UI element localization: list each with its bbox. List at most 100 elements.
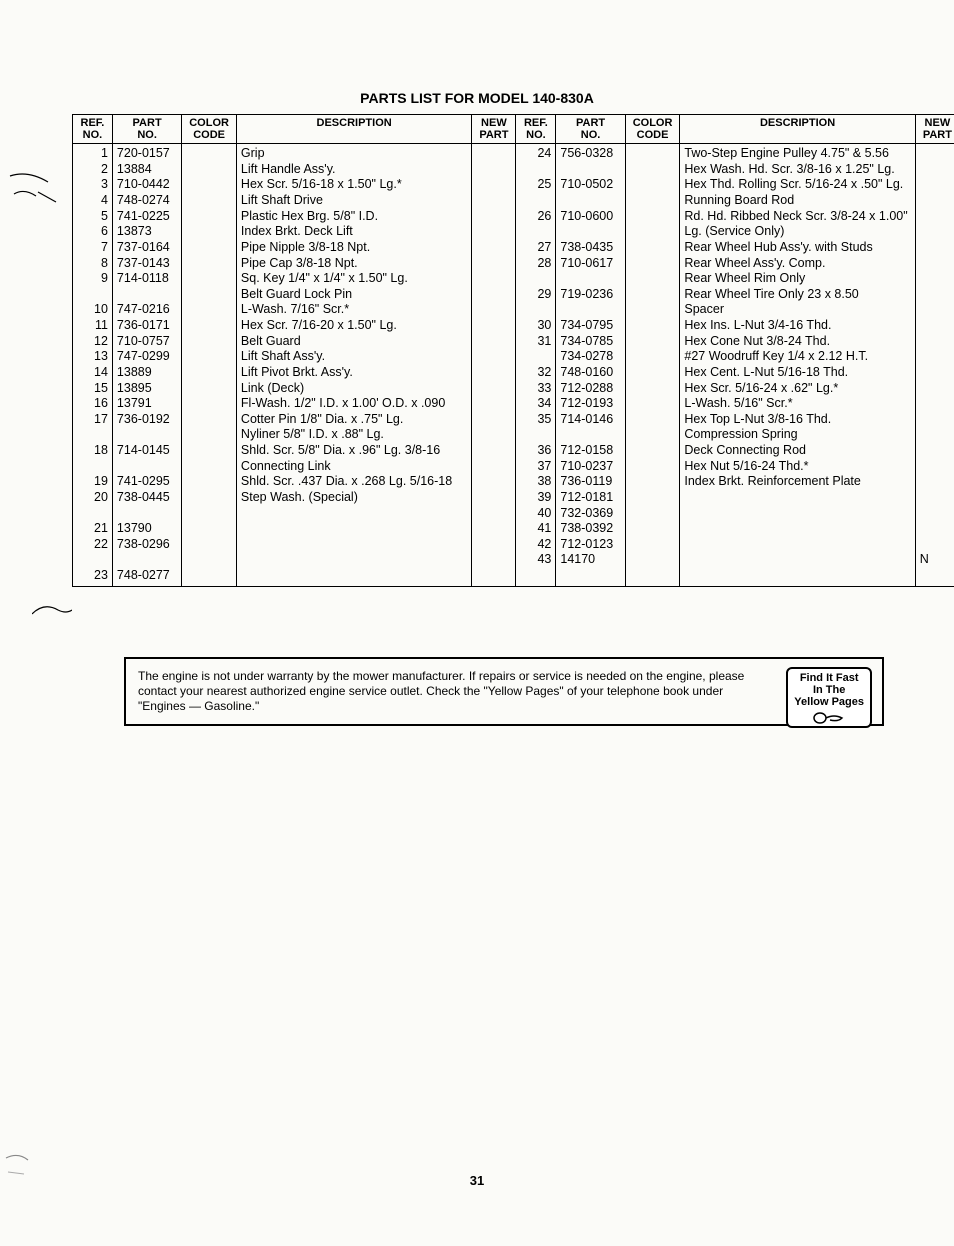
new-part	[920, 474, 954, 490]
part-no: 712-0181	[560, 490, 620, 506]
description: Two-Step Engine Pulley 4.75" & 5.56	[684, 146, 910, 162]
part-no: 714-0146	[560, 412, 620, 428]
description: Nyliner 5/8" I.D. x .88" Lg.	[241, 427, 467, 443]
ref-no: 28	[520, 256, 551, 272]
ref-no: 33	[520, 381, 551, 397]
part-no: 13884	[117, 162, 177, 178]
part-no: 719-0236	[560, 287, 620, 303]
ref-no: 32	[520, 365, 551, 381]
description: Index Brkt. Reinforcement Plate	[684, 474, 910, 490]
part-no: 710-0757	[117, 334, 177, 350]
ref-no: 13	[77, 349, 108, 365]
ref-no	[520, 349, 551, 365]
description: Rd. Hd. Ribbed Neck Scr. 3/8-24 x 1.00" …	[684, 209, 910, 240]
new-part	[476, 349, 511, 365]
page-title: PARTS LIST FOR MODEL 140-830A	[0, 90, 954, 106]
part-no: 13873	[117, 224, 177, 240]
new-part	[920, 521, 954, 537]
part-no: 714-0145	[117, 443, 177, 459]
fingers-walking-icon	[812, 710, 846, 724]
description: Deck Connecting Rod	[684, 443, 910, 459]
description: Pipe Cap 3/8-18 Npt.	[241, 256, 467, 272]
ref-no: 36	[520, 443, 551, 459]
new-part	[476, 318, 511, 334]
yellow-l2: In The	[813, 684, 845, 696]
new-part	[476, 240, 511, 256]
description: Compression Spring	[684, 427, 910, 443]
ref-no: 41	[520, 521, 551, 537]
left-part-cell: 720-015713884710-0442748-0274741-0225138…	[112, 144, 181, 587]
new-part	[920, 209, 954, 225]
part-no: 748-0277	[117, 568, 177, 584]
new-part	[920, 365, 954, 381]
description: Hex Scr. 5/16-18 x 1.50" Lg.*	[241, 177, 467, 193]
yellow-l1: Find It Fast	[800, 672, 859, 684]
left-desc-cell: GripLift Handle Ass'y.Hex Scr. 5/16-18 x…	[236, 144, 471, 587]
yellow-pages-badge: Find It Fast In The Yellow Pages	[786, 667, 872, 728]
part-no: 712-0193	[560, 396, 620, 412]
ref-no: 12	[77, 334, 108, 350]
ref-no: 23	[77, 568, 108, 584]
warranty-text: The engine is not under warranty by the …	[138, 669, 870, 714]
hdr-part-l: PARTNO.	[112, 115, 181, 144]
new-part	[920, 396, 954, 412]
description: Cotter Pin 1/8" Dia. x .75" Lg.	[241, 412, 467, 428]
part-no: 738-0296	[117, 537, 177, 553]
part-no: 738-0435	[560, 240, 620, 256]
description: Rear Wheel Hub Ass'y. with Studs	[684, 240, 910, 256]
description: Rear Wheel Tire Only 23 x 8.50	[684, 287, 910, 303]
part-no: 734-0278	[560, 349, 620, 365]
ref-no: 29	[520, 287, 551, 303]
part-no: 710-0442	[117, 177, 177, 193]
new-part	[476, 443, 511, 459]
description: Hex Scr. 5/16-24 x .62" Lg.*	[684, 381, 910, 397]
new-part	[476, 474, 511, 490]
description: Hex Nut 5/16-24 Thd.*	[684, 459, 910, 475]
ref-no: 3	[77, 177, 108, 193]
ref-no: 27	[520, 240, 551, 256]
new-part	[920, 287, 954, 303]
new-part	[920, 381, 954, 397]
new-part	[920, 349, 954, 365]
description: Shld. Scr. 5/8" Dia. x .96" Lg. 3/8-16	[241, 443, 467, 459]
description: Rear Wheel Ass'y. Comp.	[684, 256, 910, 272]
description: Lift Pivot Brkt. Ass'y.	[241, 365, 467, 381]
ref-no: 11	[77, 318, 108, 334]
right-color-cell	[625, 144, 680, 587]
hdr-color-r: COLORCODE	[625, 115, 680, 144]
part-no: 720-0157	[117, 146, 177, 162]
ref-no: 22	[77, 537, 108, 553]
hdr-color-l: COLORCODE	[182, 115, 237, 144]
description: Connecting Link	[241, 459, 467, 475]
new-part	[476, 521, 511, 537]
new-part	[476, 396, 511, 412]
ref-no: 14	[77, 365, 108, 381]
ref-no: 18	[77, 443, 108, 459]
new-part	[476, 177, 511, 193]
margin-scribble-1	[8, 168, 58, 208]
left-new-cell	[472, 144, 516, 587]
new-part	[476, 162, 511, 178]
part-no: 13790	[117, 521, 177, 537]
description: L-Wash. 7/16" Scr.*	[241, 302, 467, 318]
new-part	[920, 177, 954, 193]
description: Grip	[241, 146, 467, 162]
ref-no: 4	[77, 193, 108, 209]
new-part	[920, 240, 954, 256]
right-ref-cell: 24 25 26 2728 29 3031 32333435 363738394…	[516, 144, 556, 587]
new-part	[476, 365, 511, 381]
ref-no: 8	[77, 256, 108, 272]
new-part	[476, 209, 511, 225]
ref-no: 20	[77, 490, 108, 506]
ref-no: 19	[77, 474, 108, 490]
part-no: 13889	[117, 365, 177, 381]
ref-no: 30	[520, 318, 551, 334]
new-part	[920, 537, 954, 553]
new-part	[920, 146, 954, 162]
description: #27 Woodruff Key 1/4 x 2.12 H.T.	[684, 349, 910, 365]
new-part	[476, 334, 511, 350]
new-part	[920, 490, 954, 506]
description: Belt Guard	[241, 334, 467, 350]
part-no: 738-0445	[117, 490, 177, 506]
description: Hex Top L-Nut 3/8-16 Thd.	[684, 412, 910, 428]
